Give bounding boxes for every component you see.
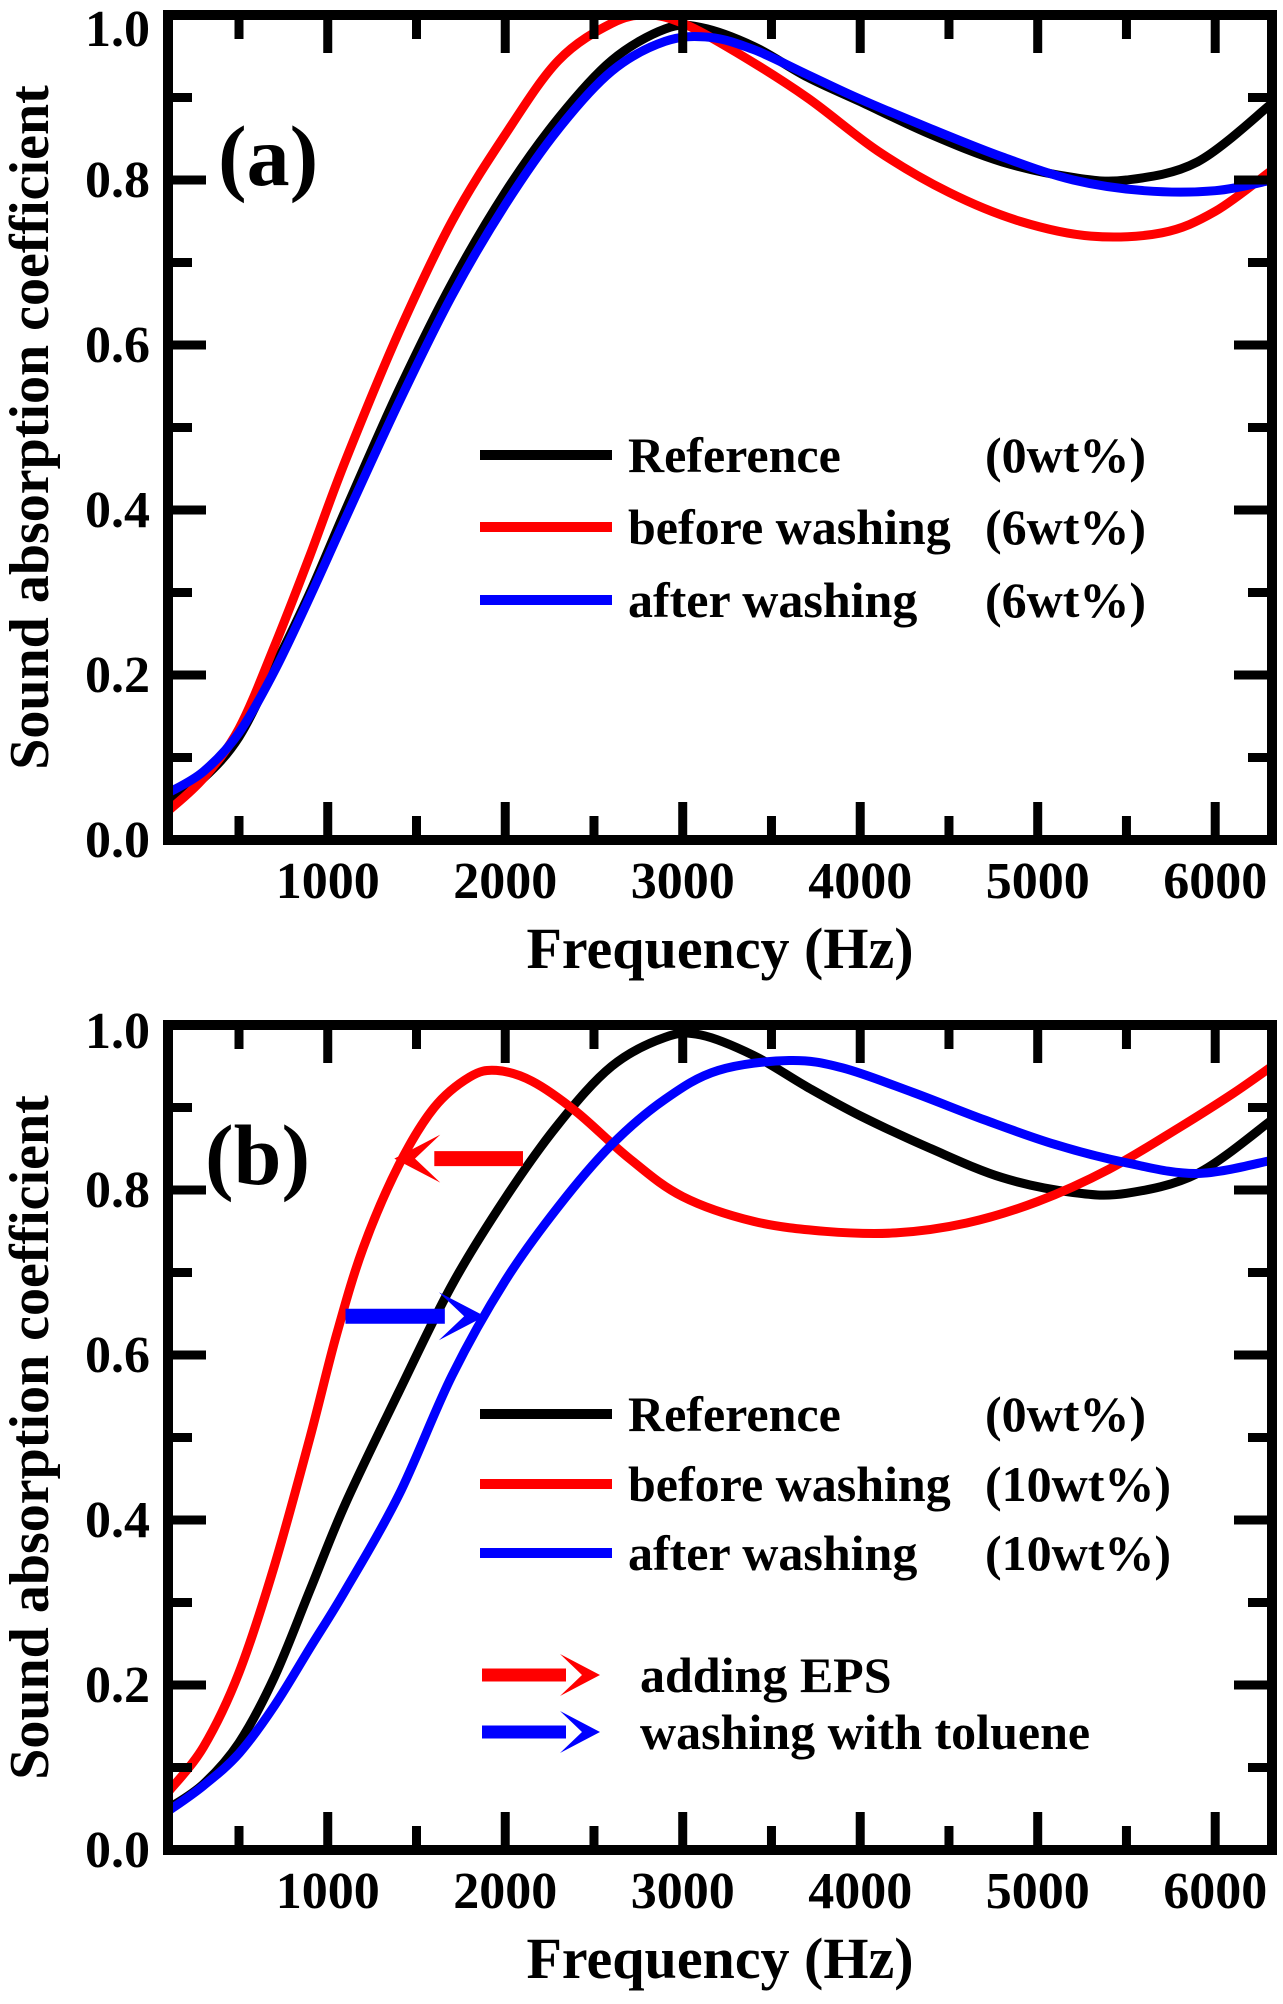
ticks-group — [172, 10, 1268, 845]
y-tick-label: 0.2 — [85, 647, 150, 704]
y-tick-label: 0.8 — [85, 152, 150, 209]
panel-letter: (b) — [205, 1107, 310, 1203]
legend-arrow-label: adding EPS — [640, 1647, 892, 1703]
legend-amount: (6wt%) — [985, 499, 1146, 555]
legend-label: before washing — [628, 499, 951, 555]
x-tick-label: 6000 — [1163, 853, 1267, 910]
legend-label: Reference — [628, 427, 841, 483]
x-tick-label: 5000 — [986, 853, 1090, 910]
series-line-reference — [170, 1028, 1270, 1813]
x-tick-label: 5000 — [986, 1863, 1090, 1920]
x-axis-title: Frequency (Hz) — [526, 916, 913, 981]
legend-arrow-left-head — [560, 1654, 600, 1696]
legend: Reference (0wt%) before washing (10wt%) afte… — [480, 1386, 1171, 1760]
plot-frame — [163, 1020, 1277, 1855]
y-tick-label: 0.0 — [85, 812, 150, 869]
legend-label: Reference — [628, 1386, 841, 1442]
legend: Reference (0wt%) before washing (6wt%) after… — [480, 427, 1146, 628]
x-tick-label: 1000 — [276, 1863, 380, 1920]
x-tick-label: 3000 — [631, 853, 735, 910]
legend-amount: (10wt%) — [985, 1525, 1171, 1581]
y-tick-label: 0.2 — [85, 1657, 150, 1714]
x-tick-label: 1000 — [276, 853, 380, 910]
annotation-arrow-right-head — [438, 1292, 485, 1341]
legend-label: after washing — [628, 1525, 917, 1581]
panel-b: 1000 2000 3000 4000 5000 6000 0.0 0.2 0.4 0.6 0.8 1… — [0, 1003, 1277, 1991]
series-line-reference — [170, 20, 1270, 807]
legend-amount: (0wt%) — [985, 427, 1146, 483]
x-tick-label: 2000 — [453, 853, 557, 910]
y-axis-title: Sound absorption coefficient — [0, 1095, 61, 1780]
x-tick-label: 6000 — [1163, 1863, 1267, 1920]
curves-group — [170, 1028, 1270, 1816]
ticks-group — [172, 1020, 1268, 1855]
annotation-arrow-left-head — [394, 1134, 441, 1183]
legend-amount: (10wt%) — [985, 1456, 1171, 1512]
x-axis-title: Frequency (Hz) — [526, 1926, 913, 1991]
panel-a: 1000 2000 3000 4000 5000 6000 0.0 0.2 0.4 0.6 0.8 1… — [0, 1, 1277, 981]
y-tick-label: 0.8 — [85, 1162, 150, 1219]
series-line-before-washing — [170, 1062, 1270, 1797]
y-tick-label: 1.0 — [85, 1003, 150, 1060]
y-tick-label: 0.6 — [85, 317, 150, 374]
y-tick-label: 0.4 — [85, 1492, 150, 1549]
legend-amount: (0wt%) — [985, 1386, 1146, 1442]
series-line-after-washing — [170, 32, 1270, 798]
x-tick-label: 2000 — [453, 1863, 557, 1920]
legend-amount: (6wt%) — [985, 572, 1146, 628]
curves-group — [170, 17, 1270, 816]
x-tick-label: 4000 — [808, 1863, 912, 1920]
x-tick-label: 3000 — [631, 1863, 735, 1920]
y-tick-label: 0.4 — [85, 482, 150, 539]
panel-letter: (a) — [218, 108, 318, 204]
legend-label: after washing — [628, 572, 917, 628]
series-line-before-washing — [170, 17, 1270, 816]
legend-arrow-right-head — [560, 1711, 600, 1753]
legend-label: before washing — [628, 1456, 951, 1512]
y-tick-label: 1.0 — [85, 1, 150, 58]
x-tick-label: 4000 — [808, 853, 912, 910]
y-tick-label: 0.6 — [85, 1327, 150, 1384]
legend-arrow-label: washing with toluene — [640, 1704, 1090, 1760]
y-tick-label: 0.0 — [85, 1822, 150, 1879]
y-axis-title: Sound absorption coefficient — [0, 85, 61, 770]
series-line-after-washing — [170, 1055, 1270, 1816]
plot-frame — [163, 10, 1277, 845]
